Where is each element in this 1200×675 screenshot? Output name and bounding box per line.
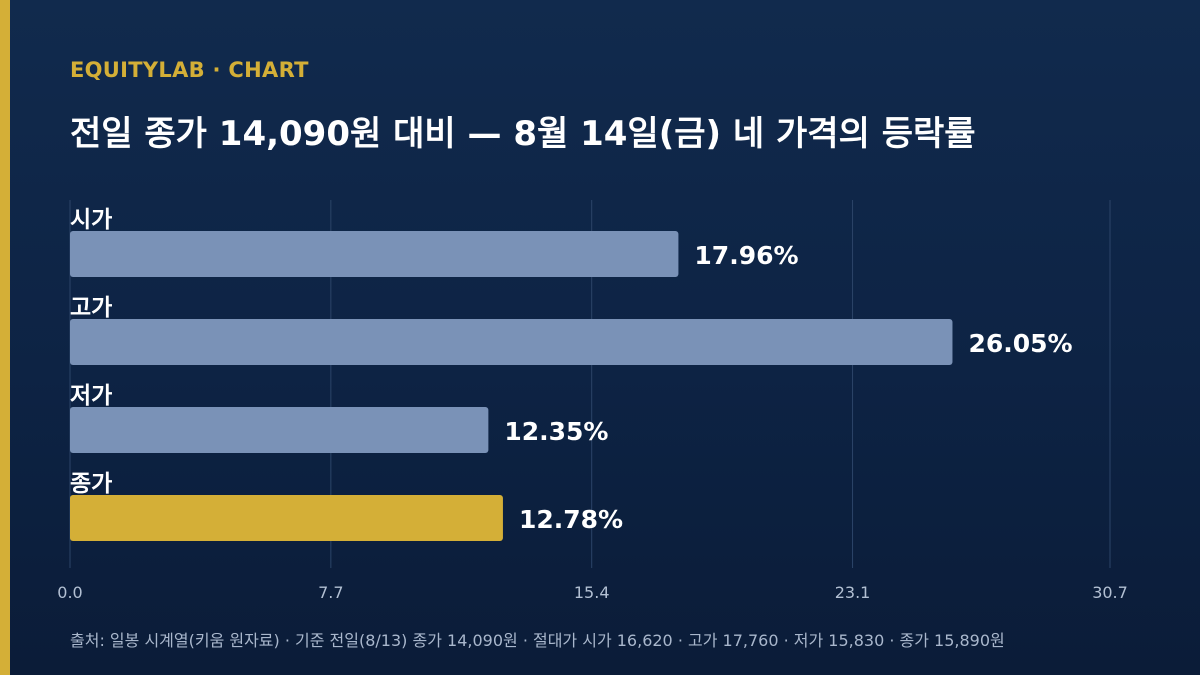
value-label: 12.35% xyxy=(504,417,608,446)
bar xyxy=(70,407,489,453)
x-tick-label: 15.4 xyxy=(574,583,610,602)
category-label: 시가 xyxy=(70,207,112,233)
bar xyxy=(70,231,679,277)
category-label: 저가 xyxy=(70,383,112,409)
x-tick-label: 0.0 xyxy=(57,583,82,602)
value-label: 17.96% xyxy=(694,241,798,270)
category-label: 고가 xyxy=(70,295,112,321)
chart-title: 전일 종가 14,090원 대비 — 8월 14일(금) 네 가격의 등락률 xyxy=(70,114,976,154)
bar xyxy=(70,495,503,541)
x-tick-label: 23.1 xyxy=(835,583,871,602)
category-label: 종가 xyxy=(70,471,112,497)
x-tick-label: 7.7 xyxy=(318,583,343,602)
value-label: 12.78% xyxy=(519,505,623,534)
source-footnote: 출처: 일봉 시계열(키움 원자료) · 기준 전일(8/13) 종가 14,0… xyxy=(70,631,1005,650)
chart-kicker: EQUITYLAB · CHART xyxy=(70,58,309,82)
left-accent-bar xyxy=(0,0,10,675)
value-label: 26.05% xyxy=(968,329,1072,358)
bar xyxy=(70,319,953,365)
x-tick-label: 30.7 xyxy=(1092,583,1128,602)
